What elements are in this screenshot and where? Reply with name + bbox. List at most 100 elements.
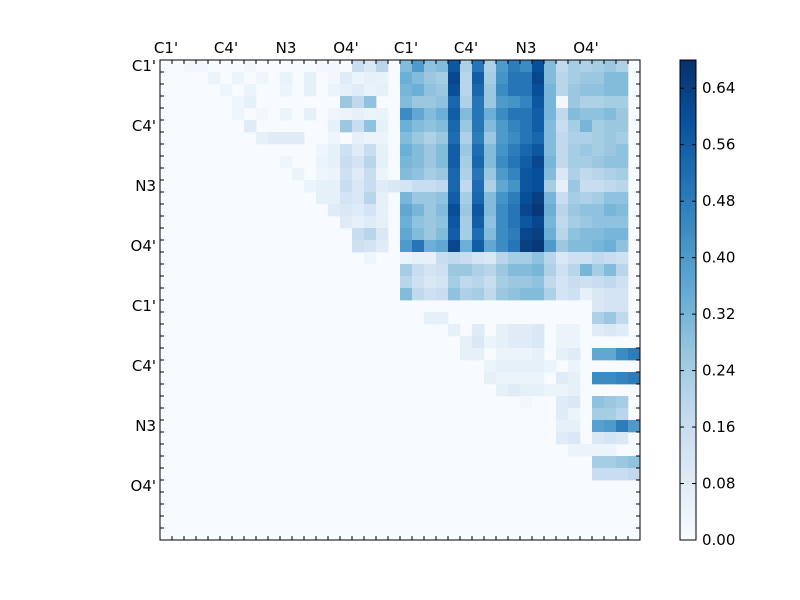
heatmap-cell [352, 84, 365, 97]
heatmap-cell [328, 72, 341, 85]
heatmap-cell [340, 144, 353, 157]
heatmap-cell [544, 108, 557, 121]
heatmap-cell [580, 444, 593, 457]
heatmap-cell [568, 168, 581, 181]
heatmap-cell [364, 216, 377, 229]
heatmap-cell [340, 72, 353, 85]
heatmap-cell [448, 264, 461, 277]
heatmap-cell [376, 144, 389, 157]
heatmap-cell [520, 156, 533, 169]
heatmap-cell [448, 144, 461, 157]
heatmap-cell [352, 72, 365, 85]
heatmap-cell [472, 324, 485, 337]
heatmap-cell [532, 372, 545, 385]
heatmap-cell [472, 228, 485, 241]
heatmap-cell [616, 432, 629, 445]
heatmap-cell [364, 180, 377, 193]
heatmap-cell [412, 156, 425, 169]
heatmap-cell [436, 132, 449, 145]
heatmap-cell [496, 180, 509, 193]
heatmap-cell [268, 132, 281, 145]
heatmap-cell [424, 276, 437, 289]
heatmap-cell [400, 252, 413, 265]
heatmap-cell [508, 360, 521, 373]
heatmap-cell [448, 276, 461, 289]
heatmap-cell [580, 192, 593, 205]
heatmap-cell [412, 120, 425, 133]
heatmap-cell [544, 120, 557, 133]
heatmap-cell [472, 252, 485, 265]
heatmap-cell [616, 276, 629, 289]
heatmap-cell [352, 60, 365, 73]
heatmap-cell [376, 240, 389, 253]
heatmap-cell [400, 144, 413, 157]
heatmap-cell [556, 60, 569, 73]
heatmap-cell [580, 108, 593, 121]
heatmap-cell [592, 264, 605, 277]
heatmap-cell [424, 144, 437, 157]
heatmap-cell [592, 120, 605, 133]
heatmap-cell [508, 120, 521, 133]
heatmap-cell [532, 348, 545, 361]
heatmap-cell [412, 144, 425, 157]
heatmap-cell [604, 84, 617, 97]
heatmap-cell [604, 156, 617, 169]
heatmap-cell [460, 216, 473, 229]
heatmap-cell [604, 252, 617, 265]
heatmap-cell [460, 240, 473, 253]
heatmap-cell [472, 168, 485, 181]
heatmap-cell [616, 84, 629, 97]
heatmap-cell [208, 72, 221, 85]
heatmap-cell [412, 276, 425, 289]
heatmap-cell [472, 336, 485, 349]
heatmap-cell [256, 108, 269, 121]
heatmap-cell [556, 372, 569, 385]
heatmap-cell [376, 204, 389, 217]
heatmap-cell [424, 96, 437, 109]
y-tick-label: O4' [131, 477, 156, 495]
heatmap-cell [628, 372, 641, 385]
heatmap-cell [424, 312, 437, 325]
heatmap-cell [520, 144, 533, 157]
heatmap-cell [184, 60, 197, 73]
heatmap-cell [616, 96, 629, 109]
heatmap-cell [520, 372, 533, 385]
heatmap-cell [556, 228, 569, 241]
heatmap-cell [568, 252, 581, 265]
heatmap-cell [532, 276, 545, 289]
heatmap-cell [544, 216, 557, 229]
heatmap-cell [448, 252, 461, 265]
heatmap-cell [520, 132, 533, 145]
heatmap-cell [496, 84, 509, 97]
heatmap-cell [532, 264, 545, 277]
heatmap-cell [556, 144, 569, 157]
heatmap-cell [400, 168, 413, 181]
heatmap-cell [520, 396, 533, 409]
heatmap-cell [556, 72, 569, 85]
heatmap-cell [436, 120, 449, 133]
x-tick-label: C1' [154, 39, 178, 57]
colorbar-tick-labels: 0.00 0.08 0.16 0.24 0.32 0.40 0.48 0.56 0.64 [702, 79, 735, 549]
heatmap-cell [304, 84, 317, 97]
heatmap-cell [616, 420, 629, 433]
heatmap-cell [544, 264, 557, 277]
heatmap-cell [568, 192, 581, 205]
heatmap-cell [496, 156, 509, 169]
heatmap-cell [616, 216, 629, 229]
heatmap-cell [496, 372, 509, 385]
heatmap-cell [484, 72, 497, 85]
heatmap-cell [592, 276, 605, 289]
heatmap-cell [508, 144, 521, 157]
heatmap-cell [460, 120, 473, 133]
heatmap-cell [472, 96, 485, 109]
heatmap-cell [364, 84, 377, 97]
heatmap-cell [472, 216, 485, 229]
heatmap-cell [244, 96, 257, 109]
heatmap-cell [328, 108, 341, 121]
heatmap-cell [592, 408, 605, 421]
heatmap-cell [496, 192, 509, 205]
heatmap-cell [400, 288, 413, 301]
heatmap-cell [436, 72, 449, 85]
heatmap-cell [592, 240, 605, 253]
